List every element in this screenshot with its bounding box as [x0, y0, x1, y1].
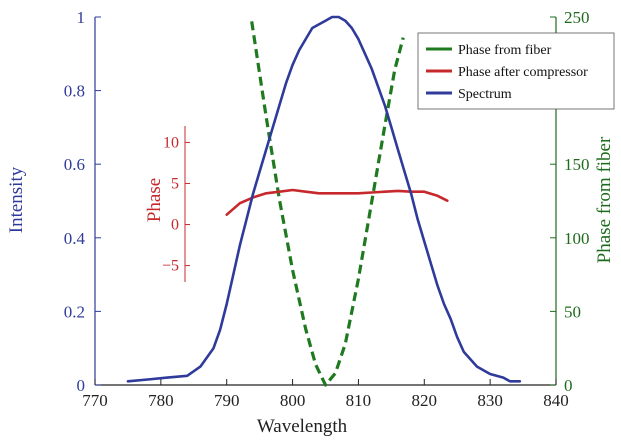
- x-tick-label: 830: [477, 391, 503, 410]
- y-tick-label-right: 50: [564, 302, 581, 321]
- inset-tick-label: 10: [163, 134, 179, 151]
- x-tick-label: 840: [543, 391, 569, 410]
- y-axis-label-right: Phase from fiber: [594, 136, 615, 263]
- inset-y-axis-label: Phase: [144, 178, 165, 222]
- y-tick-label-right: 100: [564, 229, 590, 248]
- y-tick-label-right: 250: [564, 8, 590, 27]
- inset-tick-label: 5: [171, 175, 179, 192]
- legend-entry: Phase after compressor: [458, 65, 588, 80]
- legend-entry: Phase from fiber: [458, 43, 552, 58]
- y-tick-label-left: 0.6: [64, 155, 85, 174]
- legend: Phase from fiber Phase after compressor Sp…: [417, 32, 615, 110]
- y-tick-label-left: 0.8: [64, 82, 85, 101]
- x-tick-label: 810: [346, 391, 372, 410]
- x-tick-label: 780: [148, 391, 174, 410]
- y-tick-label-right: 150: [564, 155, 590, 174]
- x-axis-label: Wavelength: [257, 416, 348, 437]
- series-line-phase-from-fiber: [250, 21, 405, 387]
- y-tick-label-left: 0.2: [64, 302, 85, 321]
- y-tick-label-right: 0: [564, 376, 573, 395]
- series-layer: [126, 15, 522, 387]
- x-tick-label: 820: [412, 391, 438, 410]
- x-tick-label: 800: [280, 391, 306, 410]
- legend-entry: Spectrum: [458, 87, 512, 102]
- y-tick-label-left: 0: [77, 376, 86, 395]
- series-line-spectrum: [126, 15, 522, 383]
- tick-labels: 770 780 790 800 810 820 830 84000.20.40.60.8105…: [64, 8, 590, 410]
- inset-tick-label: −5: [162, 258, 179, 275]
- x-tick-label: 790: [214, 391, 240, 410]
- inset-tick-label: 0: [171, 217, 179, 234]
- y-tick-label-left: 0.4: [64, 229, 86, 248]
- y-axis-label-left: Intensity: [6, 166, 27, 233]
- y-tick-label-left: 1: [77, 8, 86, 27]
- series-line-phase-after-compressor: [225, 188, 449, 216]
- inset-axis: −5 0 5 10: [162, 126, 190, 282]
- x-tick-label: 770: [82, 391, 108, 410]
